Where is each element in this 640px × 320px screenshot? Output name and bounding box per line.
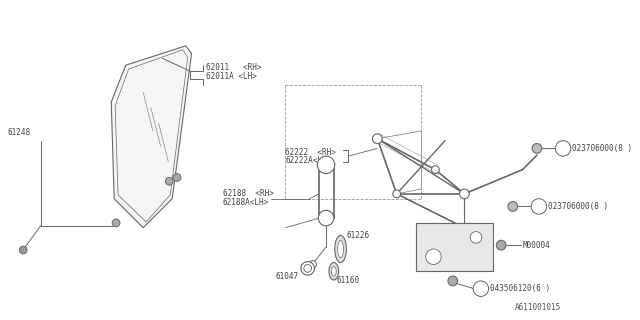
Ellipse shape — [335, 236, 346, 262]
Text: 62222  <RH>: 62222 <RH> — [285, 148, 336, 157]
Text: 023706000(8 ): 023706000(8 ) — [572, 144, 632, 153]
Circle shape — [497, 240, 506, 250]
Text: 023706000(8 ): 023706000(8 ) — [548, 202, 608, 211]
Circle shape — [173, 173, 181, 181]
Circle shape — [301, 261, 314, 275]
Circle shape — [304, 265, 312, 272]
Circle shape — [531, 199, 547, 214]
Circle shape — [372, 134, 382, 144]
Circle shape — [19, 246, 27, 254]
Circle shape — [426, 249, 441, 265]
Circle shape — [532, 144, 542, 153]
Text: S: S — [479, 286, 483, 292]
FancyBboxPatch shape — [416, 223, 493, 271]
Text: 62188  <RH>: 62188 <RH> — [223, 189, 273, 198]
Text: 043506120(6 ): 043506120(6 ) — [490, 284, 550, 293]
Text: 62011A <LH>: 62011A <LH> — [206, 72, 257, 81]
Circle shape — [308, 260, 316, 268]
Text: 61226: 61226 — [346, 231, 369, 240]
Ellipse shape — [338, 240, 344, 258]
Circle shape — [470, 232, 482, 243]
Circle shape — [431, 166, 439, 173]
Circle shape — [393, 190, 401, 198]
Circle shape — [317, 156, 335, 173]
Text: 62222A<LH>: 62222A<LH> — [285, 156, 332, 165]
Circle shape — [112, 219, 120, 227]
Circle shape — [508, 202, 518, 211]
Polygon shape — [111, 46, 191, 228]
Text: M00004: M00004 — [522, 241, 550, 250]
Circle shape — [166, 177, 173, 185]
Text: 62011   <RH>: 62011 <RH> — [206, 63, 262, 72]
Text: 62188A<LH>: 62188A<LH> — [223, 198, 269, 207]
Text: N: N — [561, 145, 565, 151]
Polygon shape — [115, 50, 188, 222]
Text: 61248: 61248 — [8, 128, 31, 137]
Circle shape — [460, 189, 469, 199]
Text: A611001015: A611001015 — [515, 303, 561, 312]
Text: 61047: 61047 — [276, 272, 299, 281]
Ellipse shape — [329, 262, 339, 280]
Text: 61160: 61160 — [337, 276, 360, 285]
Circle shape — [318, 210, 334, 226]
Ellipse shape — [332, 267, 336, 276]
Circle shape — [448, 276, 458, 286]
Text: N: N — [537, 204, 541, 210]
Circle shape — [556, 141, 571, 156]
Circle shape — [473, 281, 488, 296]
